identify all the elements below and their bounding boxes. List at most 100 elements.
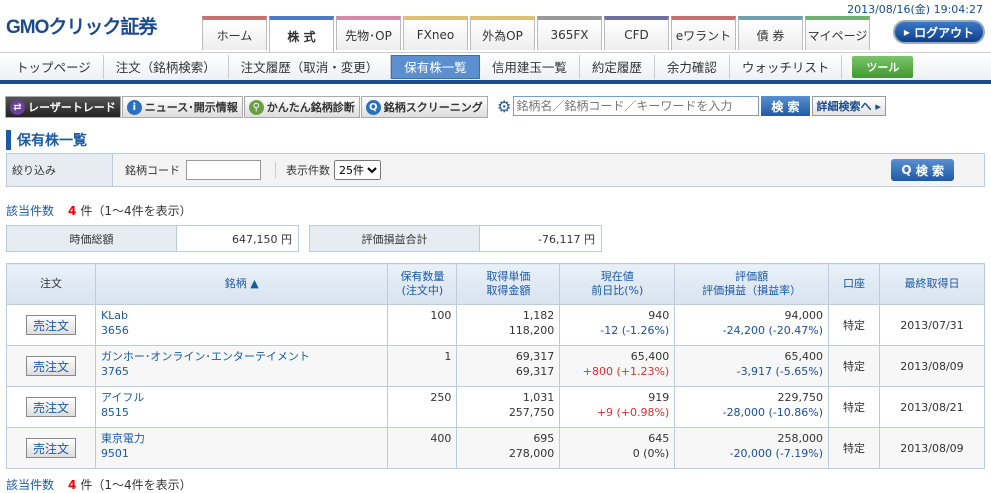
tab[interactable]: 債 券 (738, 16, 803, 50)
filter-search-button[interactable]: Q 検 索 (891, 159, 954, 181)
diagnosis-button[interactable]: ⚲ かんたん銘柄診断 (243, 96, 360, 118)
logout-label: ログアウト (914, 25, 975, 40)
current-price: 645 (648, 432, 670, 445)
laser-trade-button[interactable]: ⇄ レーザートレード (5, 96, 121, 118)
nav-item[interactable]: 注文（銘柄検索） (104, 54, 229, 79)
last-acquired-date: 2013/08/21 (878, 386, 986, 428)
unit-cost: 695 (533, 432, 555, 445)
tab[interactable]: 先物･OP (336, 16, 401, 50)
sell-order-button[interactable]: 売注文 (25, 438, 76, 458)
header-line: 現在値 (600, 270, 634, 283)
tab[interactable]: 株 式 (269, 16, 334, 52)
column-header: 注文 (6, 263, 96, 305)
profit-loss: -24,200 (-20.47%) (722, 324, 824, 337)
table-row: 売注文 アイフル 8515 250 1,031 257,750 919 +9 (+0.… (6, 386, 986, 428)
label: 銘柄スクリーニング (383, 101, 483, 114)
stock-code: 3765 (100, 365, 129, 378)
nav-item[interactable]: 余力確認 (655, 54, 730, 79)
stock-name-link[interactable]: アイフル (100, 391, 145, 404)
count-select[interactable]: 25件 (334, 160, 381, 180)
news-button[interactable]: i ニュース･開示情報 (121, 96, 243, 118)
code-input[interactable] (186, 160, 261, 180)
nav-item[interactable]: 注文履歴（取消・変更） (229, 54, 392, 79)
screening-button[interactable]: Q 銘柄スクリーニング (360, 96, 488, 118)
total-cost: 69,317 (515, 365, 555, 378)
header-line: 前日比(%) (591, 284, 644, 297)
tab[interactable]: マイページ (805, 16, 870, 50)
total-cost: 278,000 (508, 447, 555, 460)
advanced-search-button[interactable]: 詳細検索へ ▸ (811, 96, 886, 116)
pl-summary: 評価損益合計 -76,117 円 (309, 225, 602, 252)
count-label: 該当件数 (6, 478, 55, 492)
account-type: 特定 (828, 386, 880, 428)
nav-item[interactable]: 約定履歴 (580, 54, 655, 79)
search-button[interactable]: 検 索 (761, 96, 810, 116)
header-line: 銘柄 ▲ (224, 277, 259, 290)
header-line: 評価損益（損益率） (702, 284, 802, 297)
gear-icon[interactable]: ⚙ (497, 96, 512, 116)
valuation: 94,000 (784, 309, 824, 322)
tab[interactable]: 365FX (537, 16, 602, 50)
sell-order-button[interactable]: 売注文 (25, 356, 76, 376)
swap-icon: ⇄ (10, 99, 25, 115)
column-header[interactable]: 銘柄 ▲ (94, 263, 389, 305)
logo[interactable]: GMOクリック証券 (6, 17, 157, 38)
tab[interactable]: FXneo (403, 16, 468, 50)
count-unit: 件 (80, 478, 93, 492)
valuation: 229,750 (777, 391, 824, 404)
filter-label: 絞り込み (7, 154, 113, 186)
filter-bar: 絞り込み 銘柄コード 表示件数 25件 Q 検 索 (6, 153, 985, 187)
stock-name-link[interactable]: 東京電力 (100, 432, 145, 445)
result-count-bottom: 該当件数 4 件（1～4件を表示） (6, 476, 192, 493)
account-type: 特定 (828, 345, 880, 387)
valuation: 258,000 (777, 432, 824, 445)
tool-row: ⇄ レーザートレード i ニュース･開示情報 ⚲ かんたん銘柄診断 Q 銘柄スクリーニン… (5, 96, 488, 118)
quantity: 400 (387, 427, 458, 469)
quantity: 1 (387, 345, 458, 387)
count-label: 表示件数 (275, 162, 330, 178)
last-acquired-date: 2013/08/09 (878, 427, 986, 469)
column-header: 保有数量 (注文中) (387, 263, 458, 305)
price-change: 0 (0%) (632, 447, 670, 460)
tab[interactable]: ホーム (202, 16, 267, 50)
count-unit: 件 (80, 204, 93, 218)
stock-name-link[interactable]: KLab (100, 309, 129, 322)
total-cost: 118,200 (508, 324, 555, 337)
header-line: 評価額 (735, 270, 769, 283)
label: 評価損益合計 (310, 226, 480, 251)
nav-item[interactable]: 保有株一覧 (391, 54, 480, 79)
unit-cost: 1,031 (522, 391, 555, 404)
page-title: 保有株一覧 (6, 130, 87, 150)
result-count: 該当件数 4 件（1～4件を表示） (6, 202, 192, 219)
valuation: 65,400 (784, 350, 824, 363)
sell-order-button[interactable]: 売注文 (25, 397, 76, 417)
tab[interactable]: eワラント (671, 16, 736, 50)
label: レーザートレード (28, 101, 116, 114)
count-label: 該当件数 (6, 204, 55, 218)
header-line: 取得金額 (486, 284, 531, 297)
table-row: 売注文 東京電力 9501 400 695 278,000 645 0 (0%) 25… (6, 427, 986, 469)
search-icon: Q (365, 99, 381, 115)
label: 時価総額 (7, 226, 177, 251)
tool-button[interactable]: ツール (852, 55, 914, 78)
logout-button[interactable]: ▸ ログアウト (893, 20, 985, 44)
header-line: 保有数量 (400, 270, 445, 283)
current-price: 919 (648, 391, 670, 404)
column-header: 取得単価 取得金額 (456, 263, 561, 305)
nav-item[interactable]: ウォッチリスト (730, 54, 843, 79)
tab[interactable]: 外為OP (470, 16, 535, 50)
search-input[interactable] (513, 96, 760, 116)
stock-name-link[interactable]: ガンホー･オンライン･エンターテイメント (100, 350, 310, 363)
nav-item[interactable]: トップページ (4, 54, 104, 79)
stock-code: 9501 (100, 447, 129, 460)
account-type: 特定 (828, 427, 880, 469)
account-type: 特定 (828, 304, 880, 346)
sprout-icon: ⚲ (248, 99, 264, 115)
current-price: 940 (648, 309, 670, 322)
price-change: +9 (+0.98%) (596, 406, 670, 419)
nav-item[interactable]: 信用建玉一覧 (480, 54, 580, 79)
tab[interactable]: CFD (604, 16, 669, 50)
count-number: 4 (68, 204, 77, 218)
sell-order-button[interactable]: 売注文 (25, 315, 76, 335)
value: -76,117 円 (480, 226, 601, 251)
